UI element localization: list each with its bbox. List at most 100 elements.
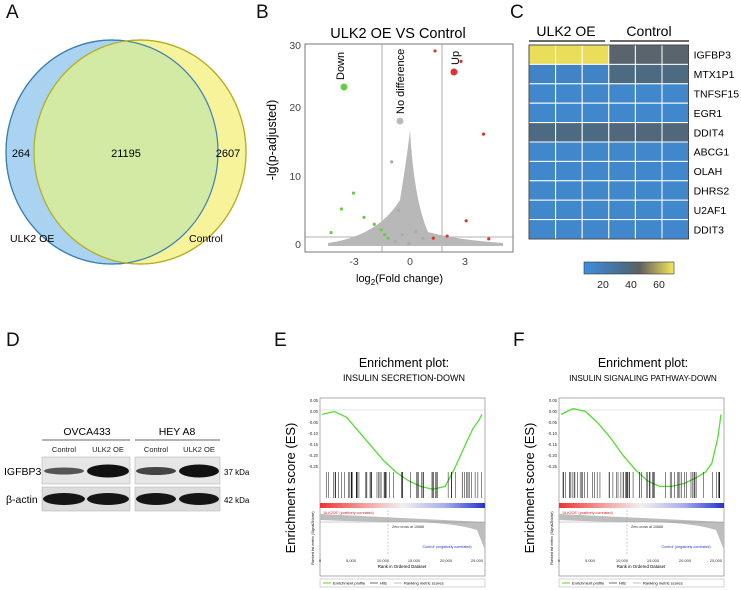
gsea-f-ylabel: Enrichment score (ES) bbox=[522, 423, 537, 554]
heatmap-cell-5-3 bbox=[608, 141, 636, 162]
gsea-f-ytick-6: -0.20 bbox=[547, 453, 557, 458]
gsea-e-legend bbox=[319, 578, 486, 588]
heatmap-cell-4-3 bbox=[608, 122, 636, 143]
heatmap-cell-3-0 bbox=[528, 102, 557, 124]
blot-cell-line-1: OVCA433 bbox=[63, 426, 110, 438]
gsea-f-subtitle: INSULIN SIGNALING PATHWAY-DOWN bbox=[569, 374, 717, 383]
gsea-e-xtick-3: 10,000 bbox=[377, 558, 390, 563]
gsea-f-title: Enrichment plot: bbox=[598, 356, 688, 370]
gsea-e-rank-ylabel: Ranked list metric (Signal2Noise) bbox=[311, 511, 315, 564]
gsea-e-pos-label: 'ULK2OE' (positively correlated) bbox=[323, 511, 374, 515]
panel-letter-d: D bbox=[6, 330, 20, 351]
volcano-xtick-neg3: -3 bbox=[349, 256, 358, 268]
heatmap-cell-5-2 bbox=[581, 141, 610, 162]
gsea-f-ytick-3: -0.05 bbox=[547, 420, 557, 425]
gsea-f-hits bbox=[562, 472, 720, 498]
gsea-f-rank-ylabel: Ranked list metric (Signal2Noise) bbox=[550, 511, 554, 564]
heatmap-cell-0-3 bbox=[608, 44, 636, 65]
volcano-ytick-10: 10 bbox=[289, 171, 301, 183]
heatmap-colorbar-tick-40: 40 bbox=[625, 279, 637, 291]
gsea-e-rank-heatbar bbox=[320, 503, 485, 508]
band-igfbp3-1 bbox=[44, 467, 84, 475]
heatmap-colorbar-tick-60: 60 bbox=[653, 279, 665, 291]
heatmap-cell-3-5 bbox=[661, 102, 690, 124]
heatmap-gene-label-0: IGFBP3 bbox=[694, 50, 732, 62]
volcano-point-2-3 bbox=[464, 219, 468, 223]
gsea-e-xtick-5: 20,000 bbox=[440, 558, 453, 563]
heatmap-cell-6-0 bbox=[528, 160, 557, 182]
heatmap-gene-label-1: MTX1P1 bbox=[694, 69, 735, 81]
heatmap-gene-label-6: OLAH bbox=[694, 166, 723, 178]
volcano-point-2-2 bbox=[481, 132, 486, 136]
heatmap-cell-1-5 bbox=[661, 63, 690, 85]
heatmap-cell-9-4 bbox=[634, 219, 663, 240]
gsea-e-xtick-1: 0 bbox=[319, 558, 322, 563]
heatmap-cell-1-1 bbox=[555, 63, 583, 85]
venn-left-only-count: 264 bbox=[12, 148, 30, 160]
blot-protein-igfbp3: IGFBP3 bbox=[4, 466, 42, 478]
gsea-e-rank-metric bbox=[320, 514, 485, 550]
volcano-point-0-5 bbox=[379, 228, 383, 232]
gsea-f-ytick-2: 0.00 bbox=[549, 409, 558, 414]
volcano-point-0-2 bbox=[351, 191, 356, 195]
heatmap-cell-7-3 bbox=[608, 180, 636, 201]
heatmap-cell-6-4 bbox=[634, 160, 663, 182]
gsea-f-xtick-1: 0 bbox=[558, 558, 561, 563]
heatmap-cell-4-4 bbox=[634, 122, 663, 143]
venn-left-label: ULK2 OE bbox=[10, 233, 54, 245]
gsea-f-xtick-6: 25,000 bbox=[710, 558, 723, 563]
volcano-point-1-2 bbox=[407, 242, 411, 246]
gsea-e-legend-hits: Hits bbox=[380, 581, 387, 586]
volcano-point-2-0 bbox=[433, 49, 437, 53]
heatmap-cell-3-3 bbox=[608, 102, 636, 124]
gsea-f-xtick-5: 20,000 bbox=[679, 558, 692, 563]
volcano-point-1-3 bbox=[414, 229, 418, 233]
volcano-point-1-4 bbox=[421, 236, 425, 240]
volcano-point-0-7 bbox=[386, 236, 390, 240]
gsea-f-legend-hits: Hits bbox=[619, 581, 626, 586]
heatmap-cell-3-4 bbox=[634, 102, 663, 124]
heatmap-gene-label-4: DDIT4 bbox=[694, 127, 724, 139]
venn-overlap-count: 21195 bbox=[111, 148, 141, 160]
heatmap-cell-6-3 bbox=[608, 160, 636, 182]
gsea-f-ytick-7: -0.25 bbox=[547, 464, 557, 469]
heatmap-cell-9-1 bbox=[555, 219, 583, 240]
heatmap-cell-5-1 bbox=[555, 141, 583, 162]
heatmap-cell-2-5 bbox=[661, 83, 690, 104]
heatmap-cell-8-5 bbox=[661, 199, 690, 221]
band-igfbp3-2 bbox=[87, 464, 129, 478]
volcano-point-0-0 bbox=[329, 230, 333, 235]
volcano-point-1-0 bbox=[393, 240, 397, 244]
blot-lane-3: Control bbox=[144, 445, 169, 454]
panel-letter-e: E bbox=[274, 330, 287, 351]
volcano-point-1-1 bbox=[400, 233, 404, 237]
volcano-point-2-4 bbox=[431, 236, 435, 240]
gsea-e-zero-cross: Zero cross at 10688 bbox=[392, 525, 424, 529]
venn-diagram: 264 21195 2607 ULK2 OE Control bbox=[5, 39, 247, 265]
band-igfbp3-3 bbox=[136, 467, 176, 475]
heatmap-group-right: Control bbox=[626, 23, 671, 39]
volcano-point-0-3 bbox=[362, 215, 366, 219]
band-actin-3 bbox=[136, 493, 176, 505]
heatmap-cell-4-0 bbox=[528, 122, 557, 143]
gsea-f-legend-profile: Enrichment profile bbox=[572, 581, 605, 586]
gsea-f-xtick-2: 5,000 bbox=[585, 558, 596, 563]
heatmap-gene-label-2: TNFSF15 bbox=[694, 89, 740, 101]
gsea-e-xtick-4: 15,000 bbox=[408, 558, 421, 563]
panel-letter-b: B bbox=[256, 2, 269, 23]
band-igfbp3-4 bbox=[179, 464, 219, 478]
volcano-nodiff-cloud bbox=[328, 130, 503, 246]
panel-letter-a: A bbox=[6, 2, 19, 23]
gsea-plot-f: Enrichment plot: INSULIN SIGNALING PATHW… bbox=[522, 356, 725, 588]
heatmap-cell-0-4 bbox=[634, 44, 663, 65]
heatmap-cell-2-1 bbox=[555, 83, 583, 104]
western-blot: OVCA433 HEY A8 Control ULK2 OE Control U… bbox=[4, 426, 250, 512]
heatmap-group-left: ULK2 OE bbox=[536, 23, 595, 39]
blot-lane-2: ULK2 OE bbox=[92, 445, 124, 454]
gsea-e-hits bbox=[326, 472, 482, 498]
volcano-xtick-0: 0 bbox=[407, 256, 413, 268]
venn-right-label: Control bbox=[189, 233, 223, 245]
heatmap-cell-0-1 bbox=[555, 44, 583, 65]
heatmap-cell-2-4 bbox=[634, 83, 663, 104]
volcano-axes bbox=[304, 43, 514, 253]
